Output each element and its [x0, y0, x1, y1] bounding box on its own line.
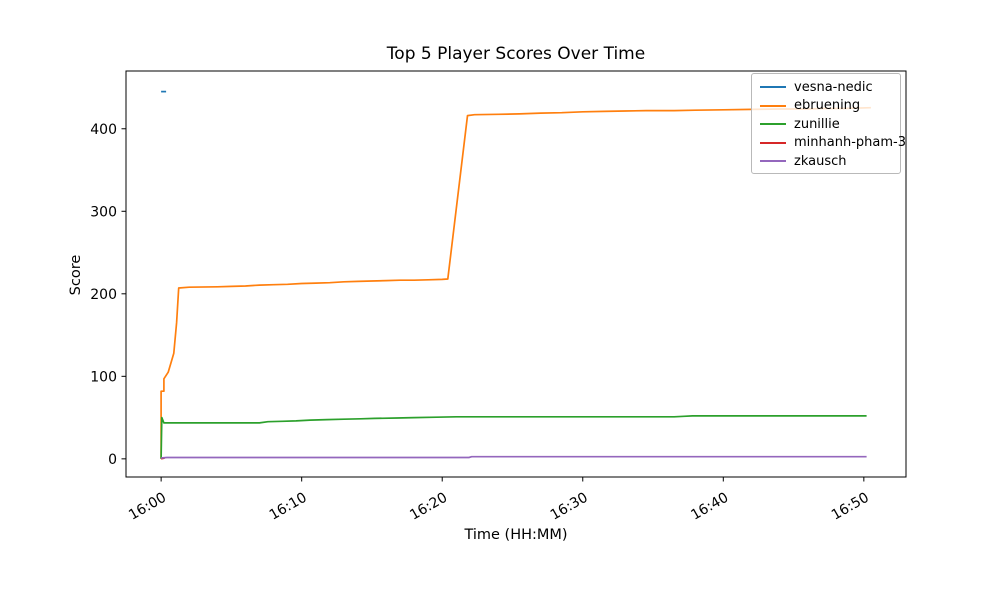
- legend: vesna-nedic ebruening zunillie minhanh-pham…: [751, 73, 906, 174]
- legend-label: ebruening: [794, 98, 861, 113]
- legend-label: zunillie: [794, 116, 840, 132]
- x-axis-label: Time (HH:MM): [464, 527, 568, 543]
- x-tick-label: 16:40: [688, 490, 731, 524]
- plot-spines: [125, 70, 907, 478]
- legend-item: zunillie: [760, 117, 892, 131]
- y-tick-label: 400: [90, 122, 117, 138]
- chart-title: Top 5 Player Scores Over Time: [386, 44, 646, 64]
- x-tick-label: 16:50: [829, 490, 872, 524]
- legend-line-swatch: [760, 104, 786, 107]
- x-tick-label: 16:20: [407, 490, 450, 524]
- x-tick-label: 16:00: [126, 490, 169, 524]
- legend-item: ebruening: [760, 99, 892, 113]
- series-line-zunillie: [160, 415, 867, 459]
- y-tick-label: 300: [90, 204, 117, 220]
- legend-label: minhanh-pham-3: [794, 135, 906, 150]
- legend-label: vesna-nedic: [794, 79, 873, 95]
- y-tick-label: 100: [90, 369, 117, 385]
- x-tick-label: 16:10: [267, 490, 310, 524]
- legend-item: zkausch: [760, 154, 892, 168]
- legend-line-swatch: [760, 141, 786, 144]
- legend-label: zkausch: [794, 153, 847, 169]
- x-tick-label: 16:30: [548, 490, 591, 524]
- legend-line-swatch: [760, 86, 786, 88]
- legend-item: minhanh-pham-3: [760, 136, 906, 150]
- series-line-ebruening: [160, 106, 871, 459]
- y-tick-label: 200: [90, 287, 117, 303]
- y-tick-label: 0: [108, 452, 117, 468]
- legend-line-swatch: [760, 123, 786, 125]
- series-line-zkausch: [161, 455, 867, 459]
- legend-item: vesna-nedic: [760, 80, 892, 94]
- legend-line-swatch: [760, 160, 786, 162]
